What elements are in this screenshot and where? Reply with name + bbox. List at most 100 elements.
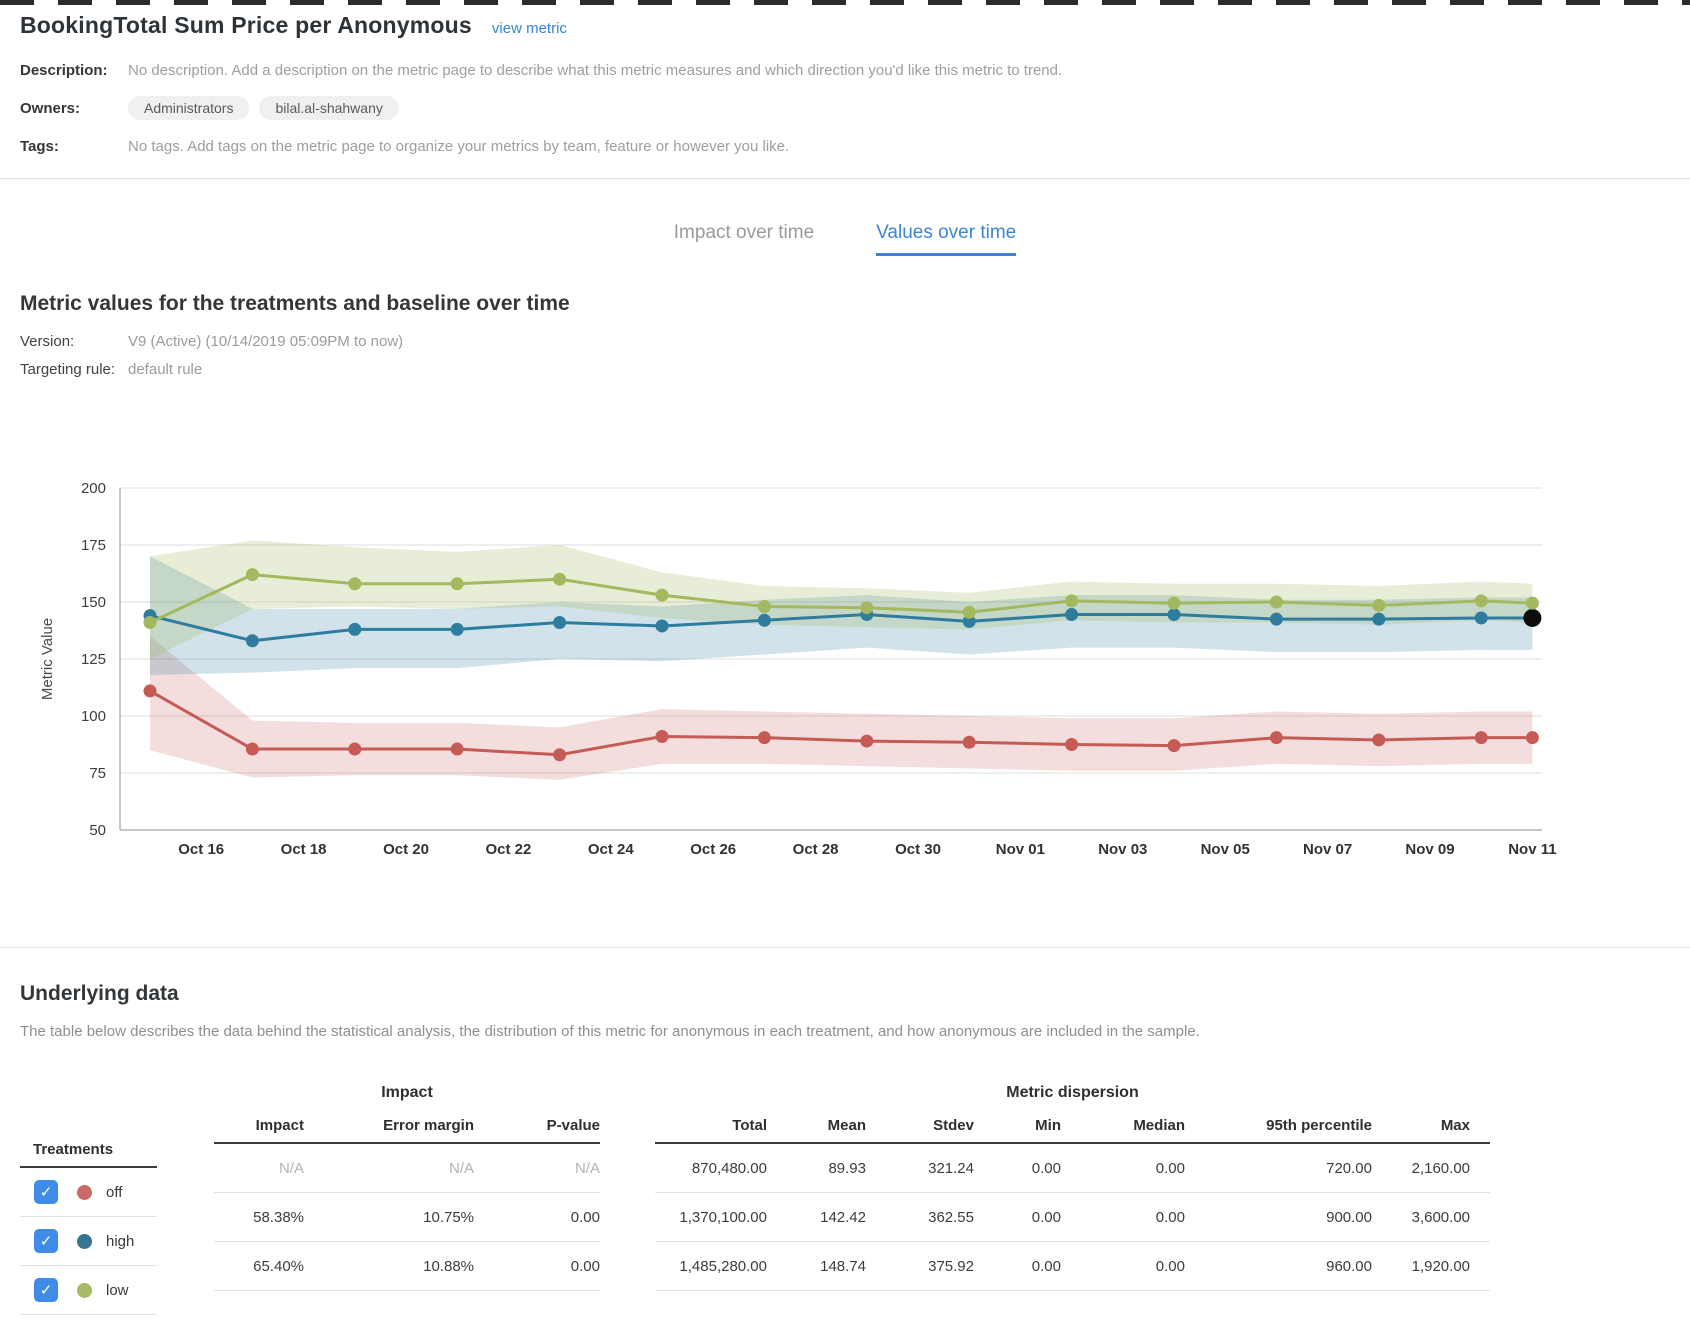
underlying-data-description: The table below describes the data behin… <box>20 1023 1200 1040</box>
high-point[interactable] <box>1474 611 1488 625</box>
low-point[interactable] <box>1269 595 1283 609</box>
high-point[interactable] <box>348 622 362 636</box>
high-point[interactable] <box>450 622 464 636</box>
impact-values-low: 65.40% 10.88% 0.00 <box>214 1242 600 1291</box>
table-cell: 720.00 <box>1326 1159 1372 1177</box>
off-point[interactable] <box>1525 731 1539 745</box>
values-over-time-chart: 50 75 100 125 150 175 200 Oct 16 Oct 18 Oct 20 Oct… <box>0 428 1690 863</box>
x-tick-label: Oct 30 <box>895 841 941 858</box>
table-cell: N/A <box>574 1159 600 1177</box>
table-cell: 0.00 <box>1031 1159 1061 1177</box>
off-point[interactable] <box>348 742 362 756</box>
off-point[interactable] <box>143 684 157 698</box>
low-point[interactable] <box>143 616 157 630</box>
low-point[interactable] <box>553 572 567 586</box>
x-tick-label: Nov 09 <box>1405 841 1454 858</box>
underlying-data-table: Treatments ✓ off ✓ high ✓ low Impact Impact Er… <box>0 1084 1690 1315</box>
table-cell: 2,160.00 <box>1411 1159 1470 1177</box>
high-point[interactable] <box>553 616 567 630</box>
high-point[interactable] <box>962 614 976 628</box>
x-tick-label: Nov 01 <box>996 841 1045 858</box>
table-cell: 89.93 <box>828 1159 866 1177</box>
off-point[interactable] <box>1167 739 1181 753</box>
low-point[interactable] <box>655 588 669 602</box>
table-cell: 0.00 <box>1155 1257 1185 1275</box>
version-value: V9 (Active) (10/14/2019 05:09PM to now) <box>128 333 404 350</box>
column-header-total: Total <box>732 1117 767 1134</box>
impact-group-header: Impact <box>381 1084 433 1101</box>
x-tick-label: Oct 24 <box>588 841 635 858</box>
targeting-rule-value: default rule <box>128 361 203 378</box>
off-point[interactable] <box>1372 733 1386 747</box>
version-row: Version: V9 (Active) (10/14/2019 05:09PM… <box>20 333 1670 350</box>
column-header-mean: Mean <box>827 1117 866 1134</box>
y-tick-label: 50 <box>89 822 106 839</box>
off-point[interactable] <box>245 742 259 756</box>
table-cell: 65.40% <box>253 1257 304 1275</box>
treatment-checkbox-off[interactable]: ✓ <box>34 1180 58 1204</box>
low-point[interactable] <box>1474 594 1488 608</box>
off-point[interactable] <box>655 730 669 744</box>
treatment-checkbox-low[interactable]: ✓ <box>34 1278 58 1302</box>
low-point[interactable] <box>450 577 464 591</box>
high-point[interactable] <box>1269 612 1283 626</box>
section-heading: Metric values for the treatments and bas… <box>20 292 570 315</box>
column-header-error-margin: Error margin <box>383 1117 474 1134</box>
column-header-max: Max <box>1440 1117 1470 1134</box>
dispersion-values-off: 870,480.00 89.93 321.24 0.00 0.00 720.00 2,160… <box>655 1144 1490 1193</box>
treatment-checkbox-high[interactable]: ✓ <box>34 1229 58 1253</box>
high-point[interactable] <box>655 619 669 633</box>
high-current-point[interactable] <box>1523 608 1542 627</box>
low-point[interactable] <box>1167 596 1181 610</box>
off-point[interactable] <box>962 735 976 749</box>
targeting-rule-row: Targeting rule: default rule <box>20 361 1670 378</box>
top-dashed-border <box>0 0 1690 5</box>
treatment-color-dot-low <box>77 1282 92 1298</box>
owner-badge: bilal.al-shahwany <box>259 96 399 120</box>
chart-tabs: Impact over time Values over time <box>0 222 1690 256</box>
high-point[interactable] <box>1167 608 1181 622</box>
high-point[interactable] <box>1372 612 1386 626</box>
table-cell: 0.00 <box>570 1208 600 1226</box>
column-header-median: Median <box>1133 1117 1185 1134</box>
low-point[interactable] <box>1372 598 1386 612</box>
dispersion-values-high: 1,370,100.00 142.42 362.55 0.00 0.00 900.00 3,… <box>655 1193 1490 1242</box>
low-point[interactable] <box>348 577 362 591</box>
low-point[interactable] <box>962 605 976 619</box>
low-point[interactable] <box>1525 596 1539 610</box>
off-point[interactable] <box>1269 731 1283 745</box>
high-point[interactable] <box>245 634 259 648</box>
y-tick-label: 150 <box>81 594 106 611</box>
treatment-color-dot-high <box>77 1233 92 1249</box>
off-point[interactable] <box>553 748 567 762</box>
page-header: BookingTotal Sum Price per Anonymous vie… <box>0 12 1690 39</box>
view-metric-link[interactable]: view metric <box>491 20 567 37</box>
owners-label: Owners: <box>20 99 81 117</box>
off-point[interactable] <box>450 742 464 756</box>
table-cell: 0.00 <box>1155 1159 1185 1177</box>
off-point[interactable] <box>860 734 874 748</box>
treatment-row-off: ✓ off <box>20 1168 157 1217</box>
x-tick-label: Nov 07 <box>1303 841 1352 858</box>
treatment-label: low <box>106 1281 129 1299</box>
off-point[interactable] <box>757 731 771 745</box>
table-cell: 1,485,280.00 <box>679 1257 767 1275</box>
high-point[interactable] <box>757 613 771 627</box>
low-point[interactable] <box>757 600 771 614</box>
tab-impact-over-time[interactable]: Impact over time <box>673 222 815 243</box>
x-tick-label: Oct 26 <box>690 841 736 858</box>
treatment-row-low: ✓ low <box>20 1266 157 1315</box>
high-point[interactable] <box>1065 608 1079 622</box>
x-tick-label: Oct 18 <box>281 841 327 858</box>
x-tick-label: Oct 20 <box>383 841 429 858</box>
description-text: No description. Add a description on the… <box>128 61 1063 79</box>
off-point[interactable] <box>1065 738 1079 751</box>
off-point[interactable] <box>1474 731 1488 745</box>
low-point[interactable] <box>245 568 259 582</box>
low-point[interactable] <box>860 601 874 615</box>
x-tick-label: Nov 05 <box>1201 841 1250 858</box>
low-point[interactable] <box>1065 594 1079 608</box>
tab-values-over-time[interactable]: Values over time <box>876 222 1017 256</box>
y-tick-label: 75 <box>89 765 106 782</box>
treatments-header: Treatments <box>20 1108 157 1168</box>
